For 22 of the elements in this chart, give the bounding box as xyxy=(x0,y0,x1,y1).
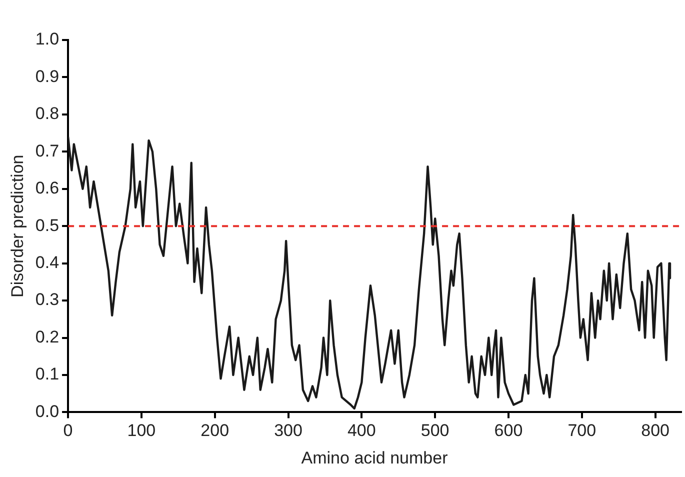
y-tick-label: 0.6 xyxy=(35,178,60,198)
x-tick-label: 300 xyxy=(274,421,302,440)
y-tick-label: 1.0 xyxy=(35,30,60,49)
y-tick-label: 0.4 xyxy=(35,253,60,272)
y-tick-label: 0.7 xyxy=(35,141,60,160)
x-tick-label: 600 xyxy=(494,421,523,440)
x-tick-label: 0 xyxy=(63,421,73,440)
y-tick-label: 0.8 xyxy=(35,104,60,124)
x-tick-label: 100 xyxy=(127,421,156,440)
y-tick-label: 0.2 xyxy=(35,327,60,346)
x-tick-label: 400 xyxy=(347,421,376,440)
y-tick-label: 0.0 xyxy=(35,402,60,421)
x-tick-label: 800 xyxy=(641,421,670,440)
y-axis-title: Disorder prediction xyxy=(8,154,27,298)
x-axis-title: Amino acid number xyxy=(301,448,448,468)
y-tick-label: 0.3 xyxy=(35,290,60,310)
x-tick-label: 200 xyxy=(200,421,230,440)
y-tick-label: 0.1 xyxy=(35,364,60,384)
x-tick-label: 700 xyxy=(568,421,596,440)
x-tick-label: 500 xyxy=(420,421,450,440)
y-tick-label: 0.5 xyxy=(35,216,60,235)
y-tick-label: 0.9 xyxy=(35,66,60,86)
